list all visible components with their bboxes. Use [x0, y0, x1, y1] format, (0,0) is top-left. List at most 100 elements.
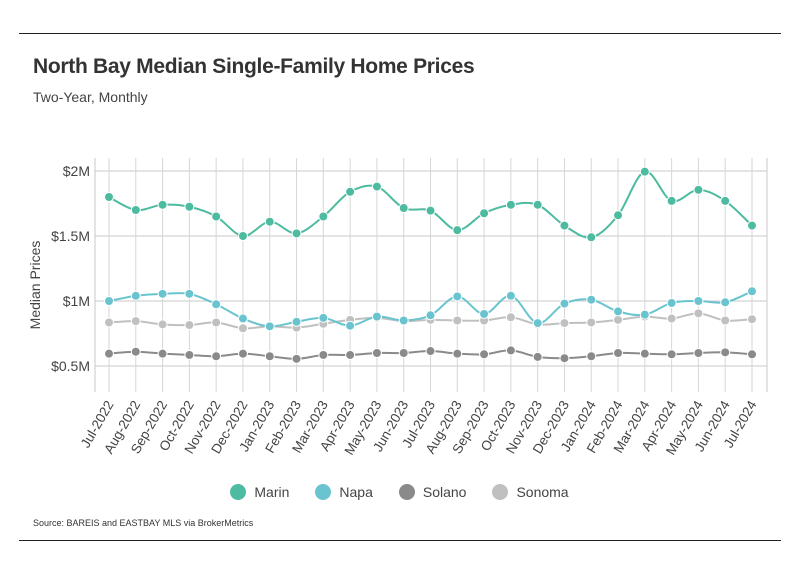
data-point-solano: [505, 345, 516, 356]
data-point-sonoma: [157, 319, 168, 330]
legend: Marin Napa Solano Sonoma: [0, 484, 799, 500]
data-point-sonoma: [747, 314, 757, 325]
series-marin: [104, 166, 757, 243]
data-point-napa: [586, 294, 597, 305]
data-point-solano: [586, 351, 597, 362]
data-point-solano: [720, 347, 731, 358]
legend-label: Napa: [339, 484, 373, 500]
data-point-marin: [452, 225, 463, 236]
data-point-napa: [371, 311, 382, 322]
bottom-rule: [19, 540, 781, 541]
data-point-solano: [693, 348, 704, 358]
legend-label: Solano: [422, 484, 467, 500]
data-point-napa: [237, 313, 248, 324]
legend-item-sonoma: Sonoma: [492, 484, 569, 500]
data-point-marin: [398, 203, 409, 214]
data-point-solano: [666, 349, 677, 360]
legend-label: Marin: [254, 484, 290, 500]
data-point-marin: [237, 231, 248, 241]
y-axis-label: Median Prices: [27, 241, 43, 330]
data-point-marin: [291, 228, 302, 239]
data-point-napa: [211, 299, 222, 310]
data-point-napa: [532, 318, 543, 329]
data-point-napa: [130, 290, 141, 301]
data-point-marin: [211, 211, 222, 222]
data-point-napa: [157, 288, 168, 299]
data-point-napa: [184, 288, 195, 299]
y-tick-labels: $0.5M $1M $1.5M $2M: [51, 163, 90, 374]
data-point-solano: [479, 349, 490, 360]
data-point-solano: [184, 349, 195, 360]
data-point-napa: [425, 310, 436, 321]
data-point-marin: [425, 205, 436, 216]
data-point-solano: [425, 346, 436, 357]
y-tick-label: $1M: [63, 293, 90, 309]
data-point-marin: [532, 199, 543, 210]
data-point-marin: [318, 211, 329, 222]
legend-swatch: [230, 484, 247, 500]
data-point-napa: [452, 291, 463, 302]
legend-label: Sonoma: [516, 484, 569, 500]
data-point-marin: [184, 201, 195, 212]
data-point-solano: [559, 353, 570, 364]
data-point-marin: [371, 181, 382, 192]
legend-swatch: [398, 484, 415, 500]
data-point-sonoma: [211, 317, 222, 328]
x-tick-labels: Jul-2022Aug-2022Sep-2022Oct-2022Nov-2022…: [78, 398, 760, 458]
data-point-napa: [559, 298, 570, 309]
data-point-marin: [639, 166, 650, 177]
data-point-marin: [479, 208, 490, 219]
data-point-napa: [264, 321, 275, 332]
data-point-napa: [318, 312, 329, 323]
data-point-sonoma: [104, 317, 114, 328]
data-point-marin: [130, 205, 141, 215]
data-point-solano: [371, 348, 382, 358]
data-point-marin: [345, 186, 356, 197]
data-point-sonoma: [237, 323, 248, 334]
legend-item-solano: Solano: [398, 484, 467, 500]
data-point-marin: [747, 220, 757, 231]
data-point-solano: [398, 348, 409, 358]
data-point-solano: [237, 348, 248, 359]
y-tick-label: $2M: [63, 163, 90, 179]
data-point-napa: [693, 296, 704, 306]
data-point-marin: [666, 195, 677, 206]
data-point-marin: [693, 184, 704, 195]
chart-subtitle: Two-Year, Monthly: [33, 89, 148, 105]
data-point-napa: [720, 297, 731, 308]
top-rule: [19, 33, 781, 34]
data-point-napa: [505, 290, 516, 301]
data-point-solano: [211, 351, 222, 362]
data-point-sonoma: [693, 308, 704, 319]
data-point-marin: [264, 216, 275, 227]
data-point-solano: [291, 353, 302, 364]
legend-swatch: [315, 484, 332, 500]
data-point-solano: [613, 348, 624, 358]
data-point-napa: [345, 320, 356, 331]
data-point-solano: [157, 348, 168, 359]
data-point-marin: [720, 195, 731, 206]
y-tick-label: $0.5M: [51, 358, 90, 374]
legend-swatch: [492, 484, 509, 500]
data-point-solano: [130, 346, 141, 357]
data-point-napa: [104, 296, 114, 306]
data-point-marin: [559, 220, 570, 231]
data-point-solano: [532, 351, 543, 362]
data-point-napa: [398, 315, 409, 326]
data-point-sonoma: [586, 317, 597, 328]
data-point-solano: [104, 348, 114, 359]
data-point-solano: [639, 348, 650, 359]
legend-item-napa: Napa: [315, 484, 373, 500]
legend-item-marin: Marin: [230, 484, 289, 500]
data-point-napa: [666, 297, 677, 308]
data-point-solano: [747, 349, 757, 360]
data-point-solano: [345, 349, 356, 360]
series-napa: [104, 286, 757, 332]
data-point-napa: [639, 309, 650, 320]
data-point-sonoma: [720, 315, 731, 326]
data-point-napa: [747, 286, 757, 297]
y-tick-label: $1.5M: [51, 228, 90, 244]
data-point-marin: [505, 199, 516, 210]
chart-title: North Bay Median Single-Family Home Pric…: [33, 55, 475, 78]
